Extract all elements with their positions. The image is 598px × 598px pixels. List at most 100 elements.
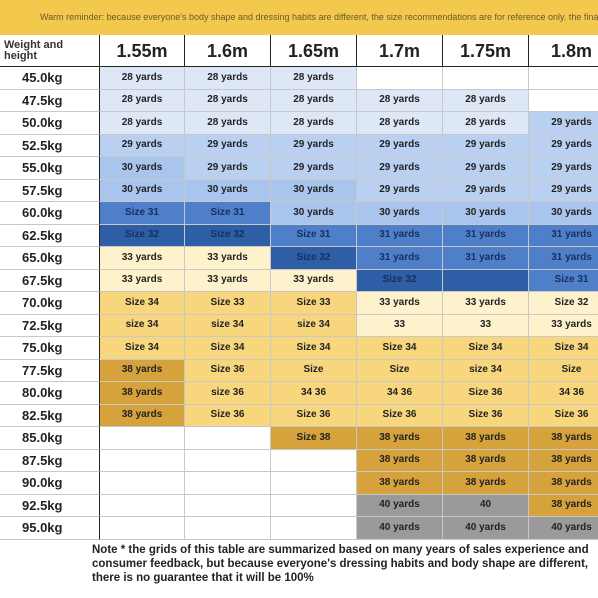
size-cell: 33 — [443, 314, 529, 337]
size-cell: Size 34 — [100, 292, 185, 315]
size-cell: size 34 — [185, 314, 271, 337]
size-cell: 38 yards — [529, 427, 598, 450]
size-cell — [271, 517, 357, 540]
size-cell: 29 yards — [357, 157, 443, 180]
size-cell: Size 36 — [185, 359, 271, 382]
size-cell: Size 36 — [185, 404, 271, 427]
size-cell — [185, 449, 271, 472]
height-header: 1.7m — [357, 35, 443, 67]
size-cell: Size 33 — [271, 292, 357, 315]
size-cell: 31 yards — [529, 224, 598, 247]
size-cell: Size 36 — [443, 382, 529, 405]
size-cell: 33 yards — [185, 269, 271, 292]
size-cell — [271, 472, 357, 495]
size-cell: 38 yards — [357, 449, 443, 472]
size-cell — [100, 427, 185, 450]
size-cell: 30 yards — [271, 179, 357, 202]
size-cell: 28 yards — [185, 112, 271, 135]
weight-label: 77.5kg — [0, 359, 100, 382]
size-cell: 31 yards — [443, 224, 529, 247]
weight-label: 85.0kg — [0, 427, 100, 450]
size-cell: 29 yards — [443, 134, 529, 157]
size-cell: Size 31 — [529, 269, 598, 292]
weight-label: 45.0kg — [0, 67, 100, 90]
size-cell: Size 34 — [100, 337, 185, 360]
size-cell: 29 yards — [185, 134, 271, 157]
size-cell: 33 — [357, 314, 443, 337]
size-cell: Size 34 — [443, 337, 529, 360]
weight-label: 87.5kg — [0, 449, 100, 472]
size-cell: Size 36 — [529, 404, 598, 427]
size-cell: 33 yards — [100, 247, 185, 270]
size-cell: 29 yards — [100, 134, 185, 157]
size-cell — [100, 494, 185, 517]
weight-label: 67.5kg — [0, 269, 100, 292]
weight-label: 60.0kg — [0, 202, 100, 225]
size-cell — [357, 67, 443, 90]
size-cell: 30 yards — [529, 202, 598, 225]
size-cell — [100, 472, 185, 495]
height-header: 1.6m — [185, 35, 271, 67]
size-cell: 34 36 — [271, 382, 357, 405]
size-cell: 34 36 — [529, 382, 598, 405]
size-cell — [271, 494, 357, 517]
size-cell: 28 yards — [100, 112, 185, 135]
weight-label: 95.0kg — [0, 517, 100, 540]
weight-label: 57.5kg — [0, 179, 100, 202]
size-cell: Size 34 — [185, 337, 271, 360]
size-cell: 33 yards — [529, 314, 598, 337]
size-cell: 33 yards — [443, 292, 529, 315]
size-cell: Size — [529, 359, 598, 382]
size-cell: 40 yards — [529, 517, 598, 540]
size-cell: Size 31 — [185, 202, 271, 225]
size-cell: 38 yards — [100, 359, 185, 382]
weight-label: 82.5kg — [0, 404, 100, 427]
size-cell: 29 yards — [271, 157, 357, 180]
size-cell: size 34 — [443, 359, 529, 382]
size-cell — [185, 472, 271, 495]
size-cell: Size 32 — [357, 269, 443, 292]
size-cell — [271, 449, 357, 472]
size-cell: 38 yards — [443, 427, 529, 450]
size-cell: 29 yards — [357, 134, 443, 157]
size-cell: 38 yards — [357, 472, 443, 495]
size-cell: 28 yards — [185, 89, 271, 112]
size-cell: size 34 — [271, 314, 357, 337]
size-cell: 30 yards — [357, 202, 443, 225]
size-cell: 38 yards — [443, 449, 529, 472]
size-cell: 38 yards — [529, 494, 598, 517]
size-cell: 30 yards — [443, 202, 529, 225]
size-cell — [529, 67, 598, 90]
size-cell — [529, 89, 598, 112]
size-cell: 29 yards — [529, 134, 598, 157]
height-header: 1.55m — [100, 35, 185, 67]
size-cell: 30 yards — [100, 179, 185, 202]
size-cell: 31 yards — [529, 247, 598, 270]
size-cell: 33 yards — [357, 292, 443, 315]
size-cell: Size 31 — [271, 224, 357, 247]
size-cell: 40 yards — [357, 517, 443, 540]
weight-label: 70.0kg — [0, 292, 100, 315]
size-cell: 28 yards — [100, 67, 185, 90]
size-cell: 38 yards — [529, 449, 598, 472]
weight-label: 65.0kg — [0, 247, 100, 270]
size-cell: 31 yards — [357, 247, 443, 270]
size-cell: Size — [357, 359, 443, 382]
weight-label: 47.5kg — [0, 89, 100, 112]
size-cell: 38 yards — [100, 382, 185, 405]
size-cell: 28 yards — [357, 89, 443, 112]
size-cell — [100, 517, 185, 540]
size-cell: 28 yards — [271, 89, 357, 112]
weight-label: 92.5kg — [0, 494, 100, 517]
size-cell: 38 yards — [443, 472, 529, 495]
size-cell: Size 38 — [271, 427, 357, 450]
size-cell: 38 yards — [529, 472, 598, 495]
size-cell: 40 yards — [357, 494, 443, 517]
weight-label: 50.0kg — [0, 112, 100, 135]
size-cell: 38 yards — [100, 404, 185, 427]
size-cell: 34 36 — [357, 382, 443, 405]
size-cell: 29 yards — [529, 157, 598, 180]
size-cell: 29 yards — [443, 157, 529, 180]
size-cell: 33 yards — [185, 247, 271, 270]
